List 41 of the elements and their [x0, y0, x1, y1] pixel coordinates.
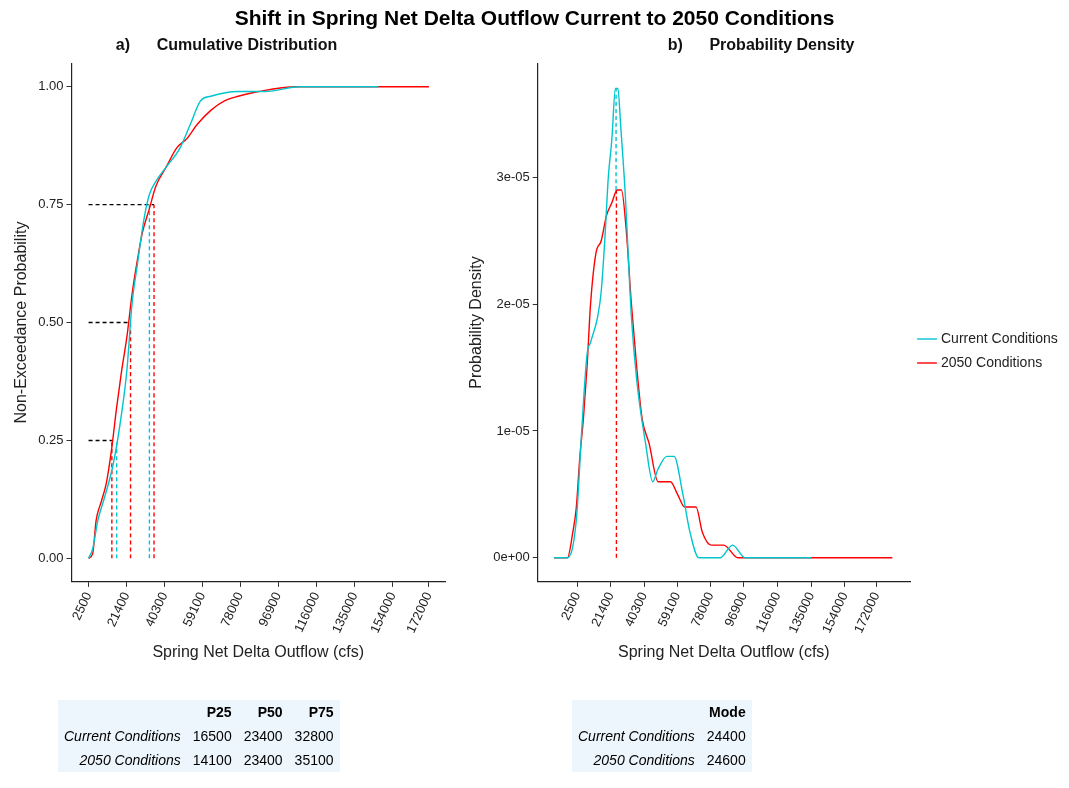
data-label: 23400	[242, 751, 284, 770]
x-axis-title: Spring Net Delta Outflow (cfs)	[618, 642, 830, 660]
x-tick-label: 96900	[255, 589, 285, 629]
x-tick-label: 40300	[141, 589, 171, 629]
data-label: 24600	[705, 751, 747, 770]
x-tick-label: 40300	[621, 589, 651, 629]
x-tick-label: 2500	[68, 589, 95, 623]
line-series	[553, 87, 812, 559]
x-tick-label: 21400	[587, 589, 617, 629]
text: Shift in Spring Net Delta Outflow Current to 2050 Conditions	[233, 6, 836, 30]
data-label: 23400	[242, 727, 284, 746]
chart-subtitle: a) Cumulative Distribution	[115, 36, 338, 54]
y-tick-label: 0.50	[38, 314, 64, 330]
x-tick-label: 21400	[103, 589, 133, 629]
legend-label: Current Conditions	[941, 329, 1058, 346]
data-label: 14100	[191, 751, 233, 770]
x-tick-label: 2500	[557, 589, 584, 623]
y-tick-label: 0.25	[38, 432, 64, 448]
x-tick-label: P50	[256, 703, 284, 722]
x-axis-title: Spring Net Delta Outflow (cfs)	[152, 642, 365, 660]
legend-label: 2050 Conditions	[941, 353, 1043, 370]
x-tick-label: P25	[205, 703, 233, 722]
data-label: 16500	[191, 727, 233, 746]
x-tick-label: P75	[307, 703, 335, 722]
x-tick-label: 78000	[687, 589, 717, 629]
chart-subtitle: b) Probability Density	[667, 36, 855, 54]
y-tick-label: 3e-05	[496, 168, 530, 184]
y-tick-label: 0.75	[38, 196, 64, 212]
y-tick-label: 1.00	[38, 78, 64, 94]
y-axis-title: Non-Exceedance Probability	[12, 221, 30, 424]
y-tick-label: 1e-05	[496, 422, 530, 438]
x-tick-label: 78000	[217, 589, 247, 629]
y-tick-label: 0.00	[38, 549, 64, 565]
y-axis-title: Probability Density	[467, 256, 485, 389]
x-tick-label: Mode	[708, 703, 747, 722]
data-label: 35100	[293, 751, 335, 770]
y-tick-label: 2e-05	[496, 295, 530, 311]
x-tick-label: 96900	[721, 589, 750, 629]
data-label: 32800	[293, 727, 335, 746]
y-tick-label: 0e+00	[493, 549, 530, 565]
data-label: 24400	[705, 727, 747, 746]
